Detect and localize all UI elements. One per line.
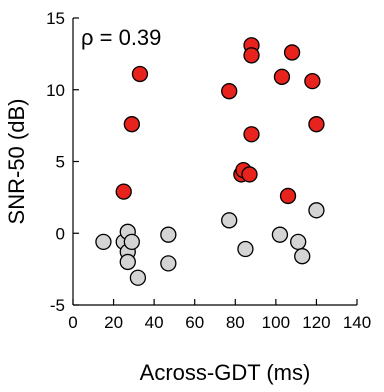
data-points xyxy=(95,37,325,286)
data-point xyxy=(273,68,291,85)
y-axis-label: SNR-50 (dB) xyxy=(4,99,29,225)
data-point xyxy=(279,187,297,205)
y-tick-label: 0 xyxy=(56,224,65,243)
data-point xyxy=(241,166,258,183)
data-point xyxy=(95,233,112,251)
data-point xyxy=(221,212,238,229)
data-point xyxy=(115,183,132,200)
data-point xyxy=(123,233,140,251)
data-point xyxy=(123,116,140,133)
x-tick-label: 80 xyxy=(226,313,245,332)
y-tick-label: -5 xyxy=(50,296,65,315)
data-point xyxy=(160,226,177,243)
x-tick-label: 40 xyxy=(145,313,164,332)
data-point xyxy=(308,116,325,133)
x-tick-label: 100 xyxy=(262,313,290,332)
data-point xyxy=(308,202,325,219)
data-point xyxy=(294,248,311,265)
data-point xyxy=(160,255,177,272)
x-tick-label: 0 xyxy=(68,313,77,332)
data-point xyxy=(237,240,254,258)
x-tick-label: 20 xyxy=(104,313,123,332)
y-tick-label: 5 xyxy=(56,153,65,172)
x-tick-label: 120 xyxy=(302,313,330,332)
data-point xyxy=(131,65,149,83)
data-point xyxy=(271,226,289,243)
correlation-annotation: ρ = 0.39 xyxy=(81,25,161,50)
data-point xyxy=(283,44,301,61)
y-tick-label: 10 xyxy=(46,81,65,100)
data-point xyxy=(304,72,321,90)
x-tick-label: 60 xyxy=(185,313,204,332)
data-point xyxy=(290,233,307,251)
x-axis-label: Across-GDT (ms) xyxy=(140,360,311,385)
data-point xyxy=(119,253,136,271)
x-tick-label: 140 xyxy=(343,313,371,332)
axes xyxy=(72,18,357,306)
data-point xyxy=(243,126,260,143)
data-point xyxy=(221,83,238,100)
data-point xyxy=(129,269,147,286)
data-point xyxy=(243,47,260,64)
y-tick-label: 15 xyxy=(46,9,65,28)
